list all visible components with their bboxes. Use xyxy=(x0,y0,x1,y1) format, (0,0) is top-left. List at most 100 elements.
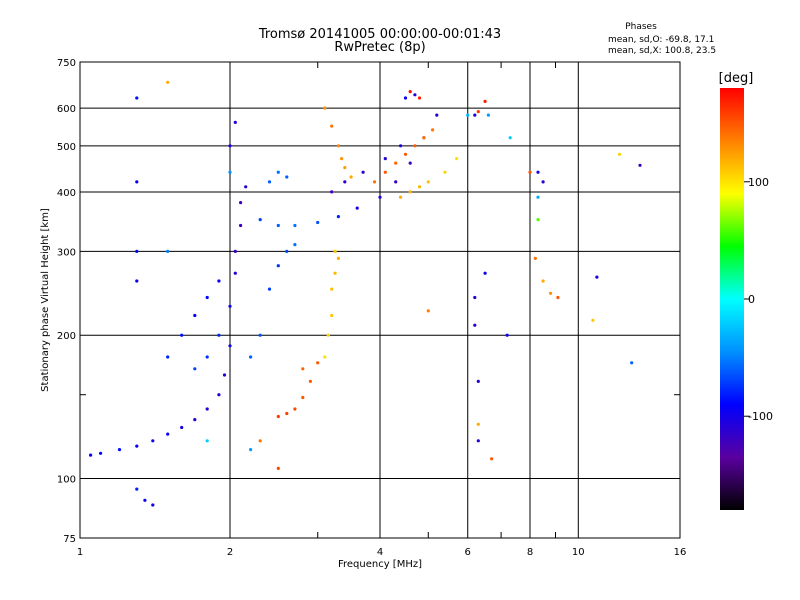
data-point xyxy=(408,90,412,94)
data-point xyxy=(180,425,184,430)
data-point xyxy=(228,344,232,348)
data-point xyxy=(293,223,297,228)
data-point xyxy=(193,367,197,371)
colorbar-tick-label: -100 xyxy=(748,410,773,423)
data-point xyxy=(239,223,243,228)
data-point xyxy=(473,113,477,117)
data-point xyxy=(258,439,262,443)
data-point xyxy=(244,185,248,189)
data-point xyxy=(217,393,221,397)
data-point xyxy=(413,144,417,148)
data-point xyxy=(541,279,545,283)
colorbar-tick-label: 100 xyxy=(748,176,769,189)
colorbar xyxy=(720,88,744,510)
y-axis-ticks: 75 100 200 300 400 500 600 750 xyxy=(57,58,680,545)
data-point xyxy=(476,439,480,443)
data-point xyxy=(556,295,560,300)
data-point xyxy=(417,185,422,189)
data-point xyxy=(308,379,312,383)
data-point xyxy=(228,144,232,148)
data-point xyxy=(536,195,540,199)
data-point xyxy=(413,93,417,97)
data-point xyxy=(399,144,403,148)
data-point xyxy=(403,96,408,100)
x-tick-label: 2 xyxy=(227,547,233,558)
data-point xyxy=(536,218,540,222)
colorbar-tick-label: 0 xyxy=(748,293,755,306)
data-point xyxy=(343,180,347,184)
data-point xyxy=(316,361,320,365)
x-tick-label: 4 xyxy=(377,547,383,558)
chart-subtitle: RwPretec (8p) xyxy=(334,40,425,55)
data-point xyxy=(233,249,237,253)
data-point xyxy=(258,218,262,222)
data-point xyxy=(355,206,359,210)
data-point xyxy=(205,295,209,300)
data-point xyxy=(408,190,412,194)
stats-x-line: mean, sd,X: 100.8, 23.5 xyxy=(608,46,716,56)
colorbar-label: [deg] xyxy=(719,71,754,86)
data-point xyxy=(536,170,540,174)
plot-frame xyxy=(79,61,681,539)
data-point xyxy=(143,498,147,502)
data-point xyxy=(435,113,439,117)
data-point xyxy=(276,414,280,419)
data-point xyxy=(166,249,170,253)
data-point xyxy=(205,407,209,411)
data-point xyxy=(166,80,170,84)
data-point xyxy=(166,432,170,436)
data-point xyxy=(323,106,327,110)
data-point xyxy=(476,379,480,383)
data-point xyxy=(267,180,272,184)
data-point xyxy=(135,487,139,491)
data-point xyxy=(336,256,340,260)
data-point xyxy=(267,287,272,291)
data-point xyxy=(426,309,430,313)
data-point xyxy=(285,175,289,179)
data-point xyxy=(330,190,334,194)
data-point xyxy=(333,271,337,275)
y-axis-label: Stationary phase Virtual Height [km] xyxy=(40,208,51,392)
data-point xyxy=(205,355,209,359)
data-point xyxy=(408,161,412,165)
data-point xyxy=(217,333,221,337)
data-point xyxy=(258,333,262,337)
data-point xyxy=(426,180,430,184)
data-point xyxy=(151,503,155,507)
data-point xyxy=(473,323,477,327)
data-point xyxy=(233,120,237,124)
data-point xyxy=(151,439,155,443)
data-point xyxy=(476,110,480,114)
data-point xyxy=(217,279,221,283)
data-point xyxy=(228,170,232,174)
data-point xyxy=(135,279,139,283)
data-points xyxy=(89,80,642,507)
data-point xyxy=(330,287,334,291)
data-point xyxy=(135,180,139,184)
data-point xyxy=(135,249,139,253)
data-point xyxy=(455,157,459,161)
data-point xyxy=(541,180,545,184)
data-point xyxy=(361,170,365,174)
data-point xyxy=(505,333,509,337)
data-point xyxy=(490,457,494,461)
data-point xyxy=(399,195,403,199)
x-tick-label: 6 xyxy=(465,547,471,558)
data-point xyxy=(276,466,280,470)
data-point xyxy=(340,157,344,161)
y-tick-label: 600 xyxy=(57,104,76,115)
data-point xyxy=(239,201,243,205)
data-point xyxy=(301,395,305,400)
data-point xyxy=(508,136,512,140)
data-point xyxy=(326,333,330,337)
data-point xyxy=(533,256,537,260)
data-point xyxy=(473,295,477,300)
data-point xyxy=(285,249,289,253)
x-axis-label: Frequency [MHz] xyxy=(338,559,422,570)
data-point xyxy=(228,304,232,308)
y-tick-label: 400 xyxy=(57,188,76,199)
data-point xyxy=(591,318,595,322)
data-point xyxy=(276,264,280,268)
data-point xyxy=(222,373,227,377)
